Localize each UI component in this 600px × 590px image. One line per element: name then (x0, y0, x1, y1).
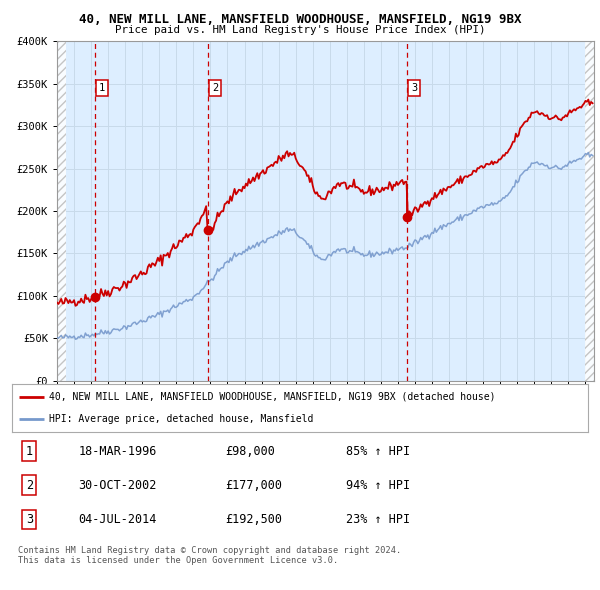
Text: Contains HM Land Registry data © Crown copyright and database right 2024.
This d: Contains HM Land Registry data © Crown c… (18, 546, 401, 565)
Text: 40, NEW MILL LANE, MANSFIELD WOODHOUSE, MANSFIELD, NG19 9BX: 40, NEW MILL LANE, MANSFIELD WOODHOUSE, … (79, 13, 521, 26)
Text: £98,000: £98,000 (225, 445, 275, 458)
Text: £177,000: £177,000 (225, 478, 282, 492)
Text: Price paid vs. HM Land Registry's House Price Index (HPI): Price paid vs. HM Land Registry's House … (115, 25, 485, 35)
Text: 04-JUL-2014: 04-JUL-2014 (78, 513, 157, 526)
Text: 2: 2 (26, 478, 33, 492)
Text: 40, NEW MILL LANE, MANSFIELD WOODHOUSE, MANSFIELD, NG19 9BX (detached house): 40, NEW MILL LANE, MANSFIELD WOODHOUSE, … (49, 392, 496, 402)
Text: 94% ↑ HPI: 94% ↑ HPI (346, 478, 410, 492)
Text: 30-OCT-2002: 30-OCT-2002 (78, 478, 157, 492)
Text: 2: 2 (212, 83, 218, 93)
Text: 3: 3 (26, 513, 33, 526)
Text: £192,500: £192,500 (225, 513, 282, 526)
Text: HPI: Average price, detached house, Mansfield: HPI: Average price, detached house, Mans… (49, 414, 314, 424)
Text: 1: 1 (26, 445, 33, 458)
Text: 3: 3 (411, 83, 417, 93)
Text: 23% ↑ HPI: 23% ↑ HPI (346, 513, 410, 526)
Text: 1: 1 (99, 83, 105, 93)
Text: 18-MAR-1996: 18-MAR-1996 (78, 445, 157, 458)
Text: 85% ↑ HPI: 85% ↑ HPI (346, 445, 410, 458)
